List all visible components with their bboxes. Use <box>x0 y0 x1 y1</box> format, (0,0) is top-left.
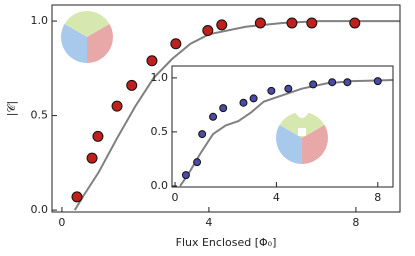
data-point <box>92 130 104 142</box>
data-point <box>219 104 228 113</box>
data-point <box>254 17 266 29</box>
y-tick-label: 1.0 <box>31 14 49 27</box>
y-tick-label: 1.0 <box>151 71 169 84</box>
data-point <box>249 94 258 103</box>
curve <box>179 79 394 187</box>
curve <box>73 20 400 211</box>
data-point <box>193 158 202 167</box>
data-point <box>202 25 214 37</box>
x-tick-label: 8 <box>352 216 359 229</box>
data-point <box>349 17 361 29</box>
axes-frame <box>171 65 394 188</box>
data-point <box>111 100 123 112</box>
inset-chart: 0 4 8 0.0 0.5 1.0 <box>151 65 394 204</box>
data-point <box>86 152 98 164</box>
data-point <box>71 191 83 203</box>
pie-icon-inset <box>276 112 328 164</box>
data-point <box>216 19 228 31</box>
data-point <box>284 84 293 93</box>
y-axis-label: |𝒞| <box>5 101 18 116</box>
x-tick-label: 8 <box>374 191 381 204</box>
y-tick-label: 0.0 <box>151 179 169 192</box>
y-tick-label: 0.5 <box>31 109 49 122</box>
data-point <box>373 77 382 86</box>
data-point <box>343 78 352 87</box>
data-point <box>181 171 190 180</box>
y-tick-label: 0.5 <box>151 125 169 138</box>
main-chart: 0 4 8 0.0 0.5 1.0 Flux Enclosed [Φ₀] |𝒞| <box>5 4 401 249</box>
x-tick-label: 4 <box>273 191 280 204</box>
data-point <box>239 98 248 107</box>
data-point <box>170 38 182 50</box>
axes-frame <box>51 4 401 213</box>
data-point <box>306 17 318 29</box>
x-tick-label: 0 <box>58 216 65 229</box>
x-axis-label: Flux Enclosed [Φ₀] <box>176 236 277 249</box>
data-point <box>209 112 218 121</box>
data-point <box>198 130 207 139</box>
data-point <box>286 17 298 29</box>
x-tick-label: 0 <box>172 191 179 204</box>
data-point <box>328 78 337 87</box>
data-point <box>146 55 158 67</box>
x-tick-label: 4 <box>205 216 212 229</box>
data-point <box>309 80 318 89</box>
data-point <box>126 79 138 91</box>
pie-icon-main <box>61 11 113 63</box>
data-point <box>267 86 276 95</box>
y-tick-label: 0.0 <box>31 203 49 216</box>
